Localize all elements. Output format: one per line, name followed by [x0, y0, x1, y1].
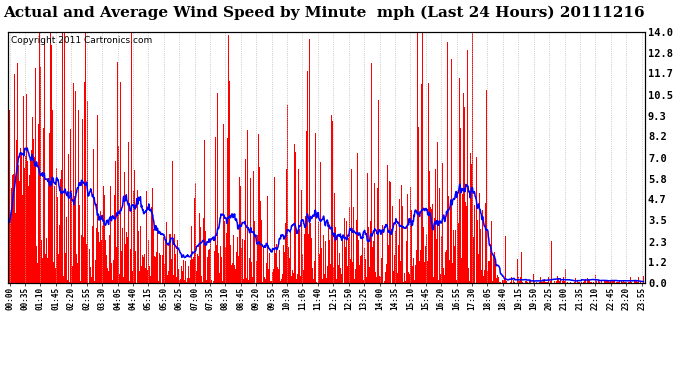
Text: Actual and Average Wind Speed by Minute  mph (Last 24 Hours) 20111216: Actual and Average Wind Speed by Minute … — [3, 6, 645, 20]
Text: Copyright 2011 Cartronics.com: Copyright 2011 Cartronics.com — [12, 36, 152, 45]
